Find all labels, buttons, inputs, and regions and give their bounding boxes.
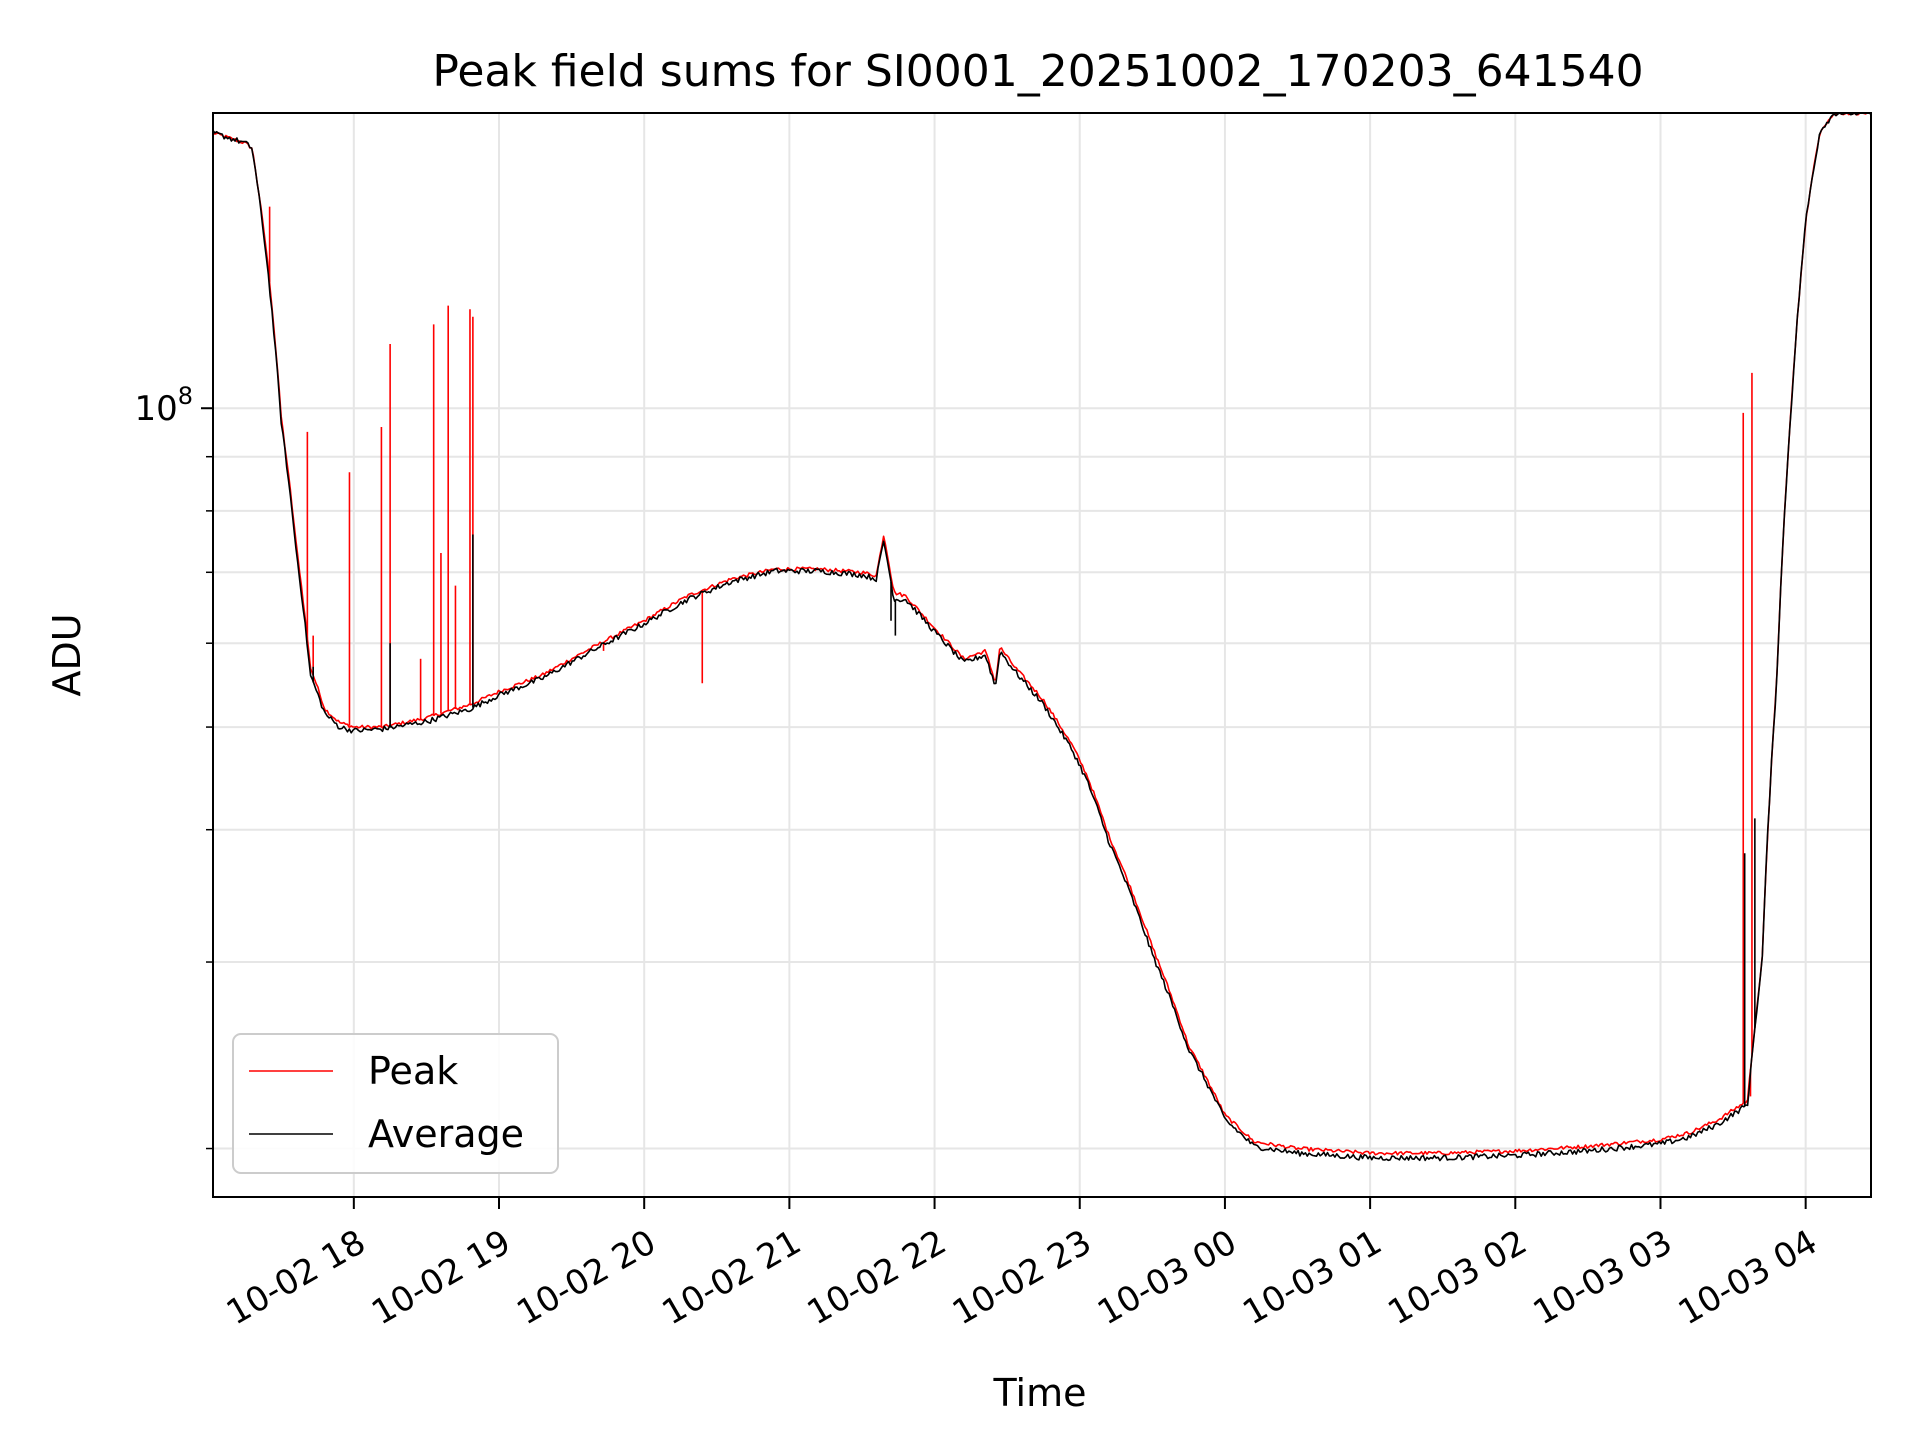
- legend-average-label: Average: [368, 1112, 524, 1156]
- chart-title: Peak field sums for SI0001_20251002_1702…: [432, 46, 1643, 97]
- legend-box: [232, 1033, 559, 1174]
- series-line-average: [212, 112, 1872, 1162]
- legend: Peak Average: [232, 1033, 559, 1174]
- y-axis: 108: [134, 382, 213, 1150]
- series-line-peak: [212, 112, 1871, 1156]
- plot-frame: [212, 112, 1872, 1198]
- legend-peak-label: Peak: [368, 1049, 458, 1093]
- series-average: [212, 112, 1872, 1162]
- x-axis-label: Time: [993, 1371, 1087, 1415]
- y-axis-label: ADU: [45, 613, 89, 696]
- y-tick-label: 108: [134, 382, 193, 429]
- plot-series: [212, 112, 1872, 1162]
